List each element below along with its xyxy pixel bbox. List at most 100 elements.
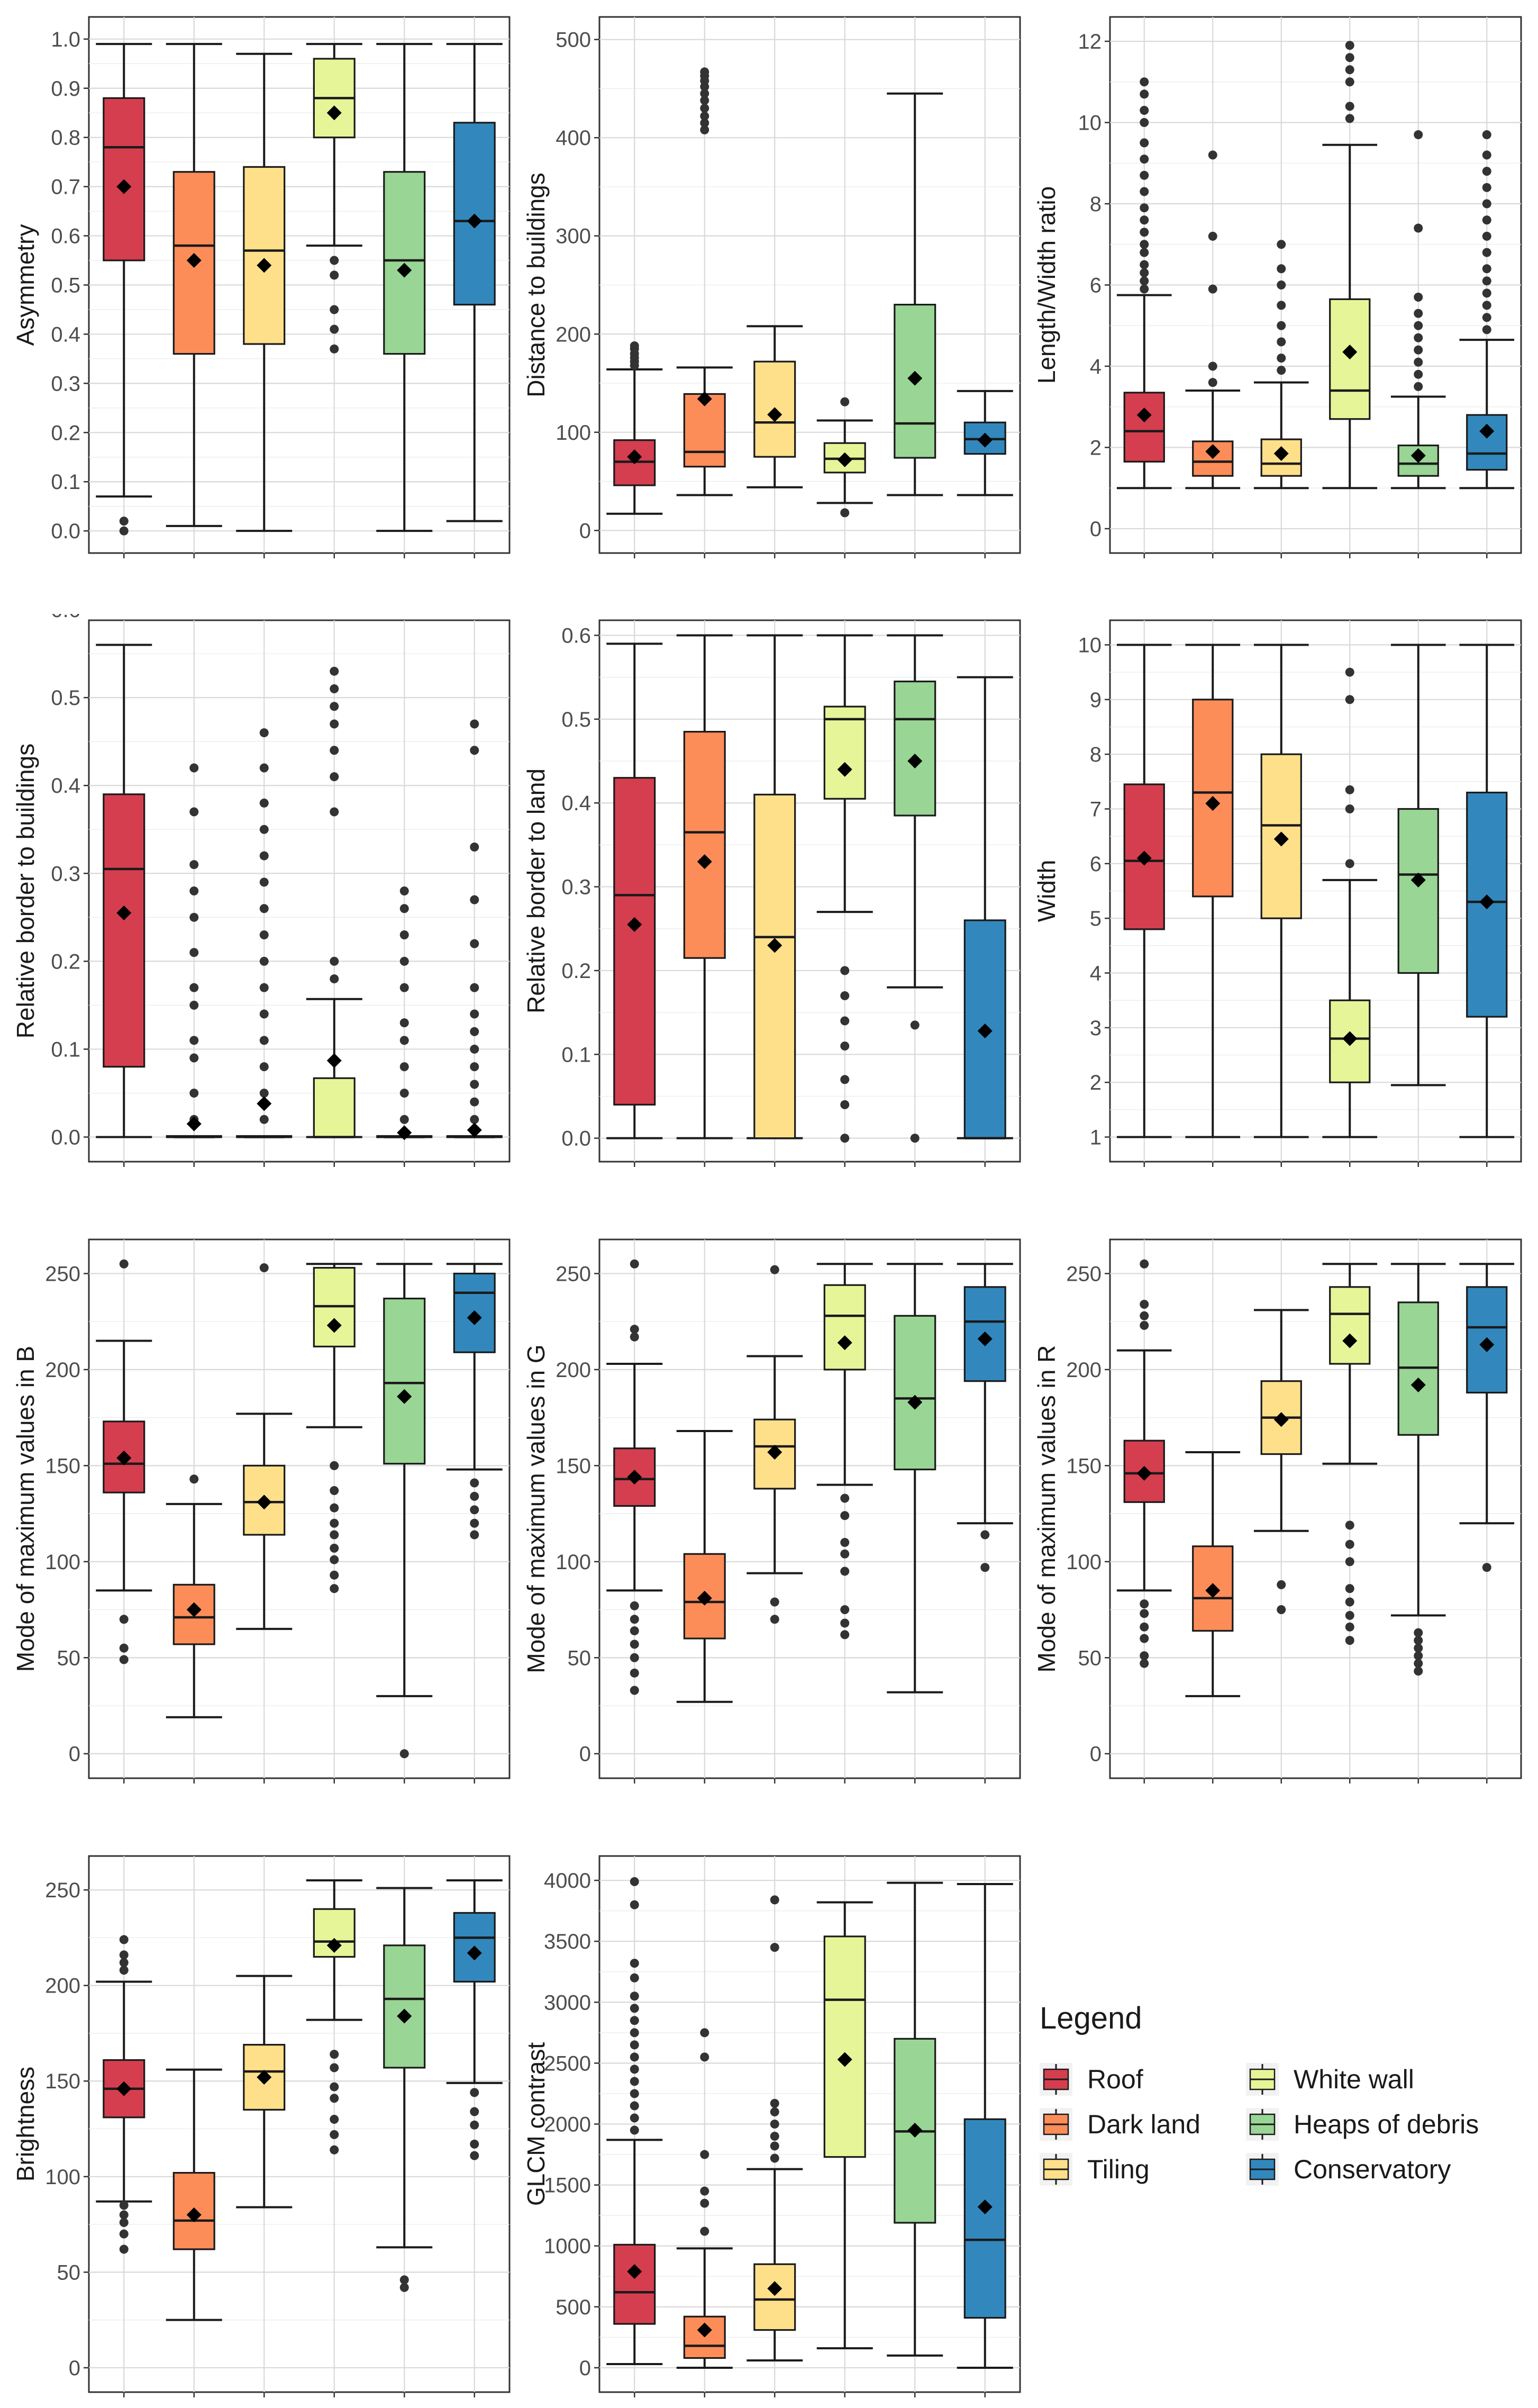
mean-marker: [1410, 448, 1426, 463]
box-roof: [1116, 1259, 1172, 1668]
box-dark-land: [676, 634, 733, 1139]
outlier-point: [119, 1935, 129, 1944]
outlier-point: [840, 991, 850, 1000]
box-white-wall: [306, 43, 362, 354]
outlier-point: [700, 111, 709, 121]
y-axis-title: Mode of maximum values in G: [522, 1344, 550, 1673]
mean-marker: [116, 1450, 132, 1465]
y-tick-label: 8: [1090, 743, 1102, 766]
iqr-box: [1123, 392, 1165, 463]
outlier-point: [630, 1626, 639, 1635]
box-heaps-of-debris: [1390, 130, 1446, 490]
y-tick-label: 9: [1090, 689, 1102, 712]
box-tiling: [1253, 1309, 1309, 1615]
legend-title: Legend: [1040, 2001, 1142, 2035]
y-tick-label: 0.1: [561, 1043, 591, 1066]
outlier-point: [630, 2052, 639, 2062]
outlier-point: [1482, 130, 1491, 140]
outlier-point: [630, 1640, 639, 1649]
outlier-point: [330, 2063, 339, 2072]
box-white-wall: [306, 1879, 362, 2154]
outlier-point: [1482, 231, 1491, 241]
outlier-point: [1140, 228, 1149, 237]
y-tick-label: 500: [556, 2296, 591, 2319]
legend-label: Heaps of debris: [1294, 2110, 1479, 2139]
outlier-point: [700, 2150, 709, 2159]
outlier-point: [330, 1461, 339, 1470]
outlier-point: [630, 1601, 639, 1610]
outlier-point: [1208, 284, 1217, 294]
outlier-point: [259, 851, 269, 861]
y-tick-label: 200: [45, 1975, 80, 1998]
y-tick-label: 50: [57, 2261, 81, 2284]
mean-marker: [627, 917, 642, 932]
outlier-point: [119, 2201, 129, 2210]
outlier-point: [630, 1615, 639, 1624]
box-dark-land: [1185, 644, 1241, 1138]
box-dark-land: [166, 2068, 222, 2321]
outlier-point: [1140, 1622, 1149, 1632]
y-tick-label: 0.7: [51, 176, 80, 199]
outlier-point: [1140, 1599, 1149, 1609]
mean-marker: [907, 754, 923, 769]
mean-marker: [1273, 446, 1289, 461]
box-heaps-of-debris: [887, 92, 943, 496]
outlier-point: [470, 2151, 479, 2160]
chart-svg: 1 2 3 4 5 6 7 8 9 10 Width: [1033, 619, 1522, 1167]
mean-marker: [767, 407, 782, 422]
outlier-point: [1482, 150, 1491, 160]
outlier-point: [189, 912, 199, 922]
y-tick-label: 0.6: [51, 225, 80, 248]
box-tiling: [1253, 644, 1309, 1138]
outlier-point: [1482, 199, 1491, 209]
box-white-wall: [816, 1901, 873, 2350]
outlier-point: [1345, 114, 1354, 123]
outlier-point: [470, 746, 479, 755]
outlier-point: [770, 1943, 779, 1952]
legend-label: Conservatory: [1294, 2154, 1451, 2184]
outlier-point: [330, 702, 339, 711]
outlier-point: [259, 930, 269, 940]
y-tick-label: 0: [1090, 1743, 1102, 1766]
outlier-point: [470, 1115, 479, 1124]
outlier-point: [1345, 1597, 1354, 1607]
box-roof: [606, 1877, 663, 2366]
y-tick-label: 50: [568, 1646, 591, 1670]
y-tick-label: 0.6: [561, 624, 591, 648]
legend-label: White wall: [1294, 2065, 1414, 2094]
outlier-point: [1277, 264, 1286, 274]
y-tick-label: 200: [1066, 1359, 1102, 1382]
outlier-point: [330, 1518, 339, 1528]
box-roof: [1116, 644, 1172, 1138]
outlier-point: [259, 904, 269, 913]
outlier-point: [259, 983, 269, 992]
outlier-point: [330, 666, 339, 676]
y-axis-title: Relative border to land: [522, 768, 550, 1013]
y-tick-label: 0: [1090, 518, 1102, 541]
chart-relative-border-to-buildings: 0.0 0.1 0.2 0.3 0.4 0.5 0.6 Relative border to …: [11, 614, 516, 1172]
y-tick-label: 1.0: [51, 28, 80, 51]
y-tick-label: 150: [45, 2070, 80, 2093]
y-tick-label: 250: [45, 1262, 80, 1286]
outlier-point: [1277, 280, 1286, 289]
outlier-point: [1345, 102, 1354, 111]
outlier-point: [330, 1555, 339, 1564]
outlier-point: [630, 2004, 639, 2013]
y-tick-label: 6: [1090, 853, 1102, 876]
y-tick-label: 250: [1066, 1262, 1102, 1286]
box-white-wall: [816, 1263, 873, 1640]
iqr-box: [453, 122, 496, 306]
y-tick-label: 0.4: [51, 323, 80, 346]
mean-marker: [1273, 1412, 1289, 1427]
iqr-box: [894, 681, 936, 817]
box-roof: [96, 1259, 152, 1664]
outlier-point: [700, 96, 709, 105]
y-tick-label: 1500: [544, 2174, 591, 2197]
outlier-point: [119, 1615, 129, 1624]
outlier-point: [1140, 1634, 1149, 1643]
box-heaps-of-debris: [376, 43, 433, 532]
outlier-point: [1140, 1651, 1149, 1661]
mean-marker: [1410, 872, 1426, 888]
box-heaps-of-debris: [1390, 644, 1446, 1087]
mean-marker: [326, 1053, 342, 1069]
